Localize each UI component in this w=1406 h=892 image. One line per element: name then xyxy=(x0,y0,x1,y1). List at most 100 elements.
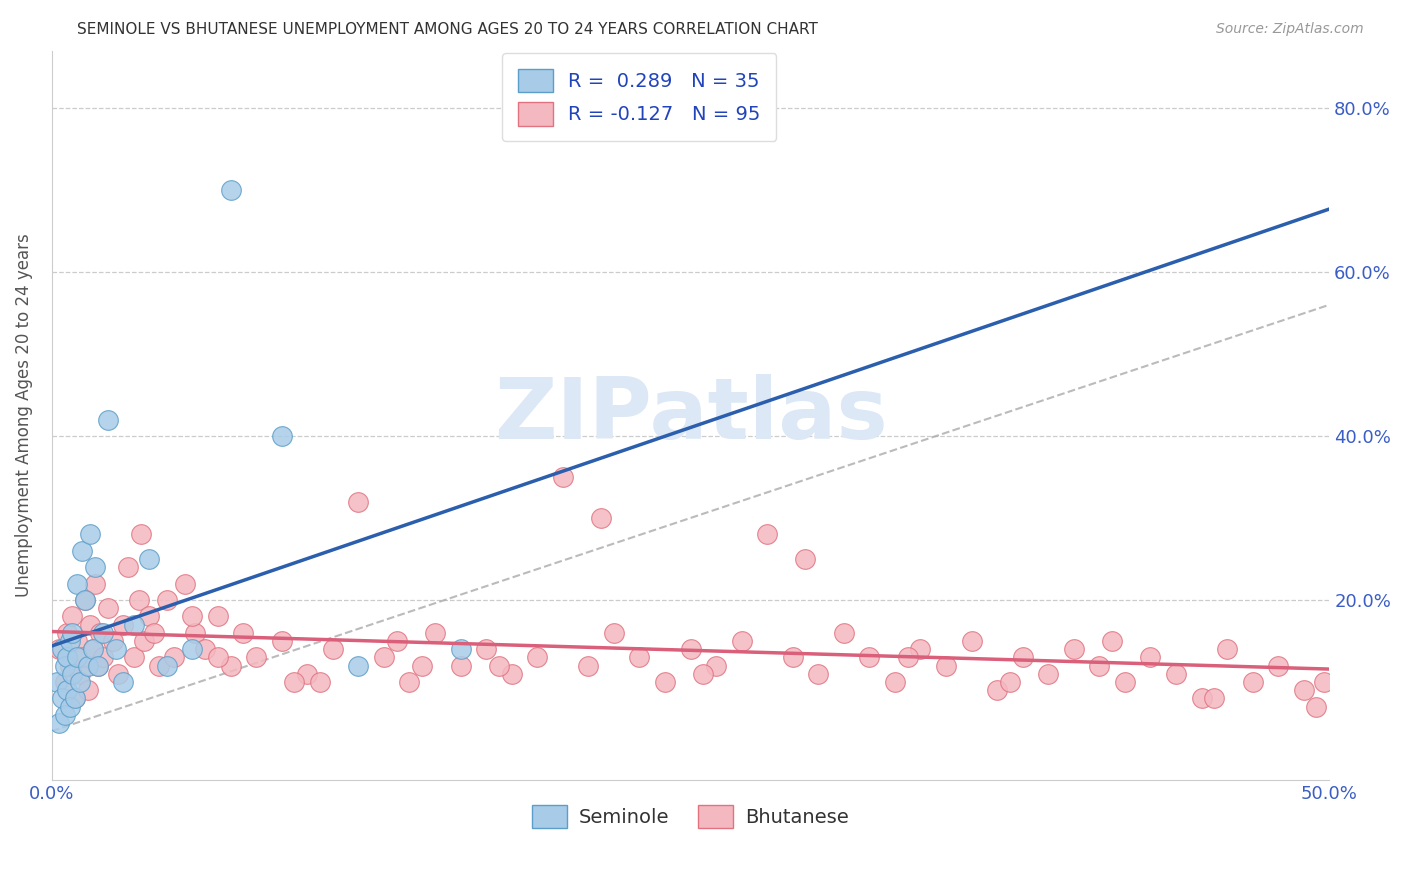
Point xyxy=(51,642,73,657)
Point xyxy=(107,666,129,681)
Point xyxy=(51,691,73,706)
Point xyxy=(1267,658,1289,673)
Point xyxy=(79,527,101,541)
Point xyxy=(219,658,242,673)
Point xyxy=(794,552,817,566)
Point xyxy=(82,642,104,657)
Point xyxy=(858,650,880,665)
Point xyxy=(207,609,229,624)
Point xyxy=(1088,658,1111,673)
Point xyxy=(79,617,101,632)
Point xyxy=(48,642,70,657)
Point xyxy=(245,650,267,665)
Legend: Seminole, Bhutanese: Seminole, Bhutanese xyxy=(524,797,856,837)
Point xyxy=(679,642,702,657)
Point xyxy=(1063,642,1085,657)
Point xyxy=(101,634,124,648)
Point xyxy=(84,576,107,591)
Point xyxy=(132,634,155,648)
Point xyxy=(501,666,523,681)
Point xyxy=(184,625,207,640)
Point xyxy=(56,650,79,665)
Point xyxy=(297,666,319,681)
Point xyxy=(59,699,82,714)
Point xyxy=(756,527,779,541)
Point xyxy=(1292,683,1315,698)
Point xyxy=(112,674,135,689)
Point xyxy=(53,674,76,689)
Point xyxy=(181,642,204,657)
Point xyxy=(156,593,179,607)
Point xyxy=(142,625,165,640)
Text: SEMINOLE VS BHUTANESE UNEMPLOYMENT AMONG AGES 20 TO 24 YEARS CORRELATION CHART: SEMINOLE VS BHUTANESE UNEMPLOYMENT AMONG… xyxy=(77,22,818,37)
Point xyxy=(628,650,651,665)
Point xyxy=(138,609,160,624)
Point xyxy=(181,609,204,624)
Point xyxy=(89,625,111,640)
Point xyxy=(56,683,79,698)
Point xyxy=(322,642,344,657)
Point xyxy=(122,617,145,632)
Point xyxy=(897,650,920,665)
Point xyxy=(411,658,433,673)
Point xyxy=(551,470,574,484)
Point xyxy=(53,658,76,673)
Point xyxy=(128,593,150,607)
Point xyxy=(73,593,96,607)
Point xyxy=(207,650,229,665)
Point xyxy=(117,560,139,574)
Point xyxy=(576,658,599,673)
Point xyxy=(935,658,957,673)
Point xyxy=(1191,691,1213,706)
Point xyxy=(60,625,83,640)
Point xyxy=(72,650,94,665)
Point xyxy=(56,625,79,640)
Point xyxy=(832,625,855,640)
Point xyxy=(692,666,714,681)
Point xyxy=(232,625,254,640)
Point xyxy=(1139,650,1161,665)
Point xyxy=(475,642,498,657)
Point xyxy=(385,634,408,648)
Point xyxy=(66,650,89,665)
Point xyxy=(910,642,932,657)
Point xyxy=(986,683,1008,698)
Point xyxy=(654,674,676,689)
Point xyxy=(1114,674,1136,689)
Point xyxy=(66,576,89,591)
Point xyxy=(270,634,292,648)
Point xyxy=(807,666,830,681)
Point xyxy=(148,658,170,673)
Point xyxy=(883,674,905,689)
Point xyxy=(66,634,89,648)
Point xyxy=(163,650,186,665)
Point xyxy=(87,658,110,673)
Point xyxy=(63,691,86,706)
Point xyxy=(122,650,145,665)
Point xyxy=(76,683,98,698)
Point xyxy=(219,183,242,197)
Point xyxy=(1101,634,1123,648)
Point xyxy=(48,715,70,730)
Point xyxy=(104,642,127,657)
Point xyxy=(998,674,1021,689)
Text: Source: ZipAtlas.com: Source: ZipAtlas.com xyxy=(1216,22,1364,37)
Point xyxy=(347,658,370,673)
Point xyxy=(76,658,98,673)
Point xyxy=(450,658,472,673)
Point xyxy=(373,650,395,665)
Point xyxy=(194,642,217,657)
Point xyxy=(156,658,179,673)
Point xyxy=(1313,674,1336,689)
Point xyxy=(129,527,152,541)
Y-axis label: Unemployment Among Ages 20 to 24 years: Unemployment Among Ages 20 to 24 years xyxy=(15,234,32,598)
Text: ZIPatlas: ZIPatlas xyxy=(494,374,887,457)
Point xyxy=(423,625,446,640)
Point xyxy=(704,658,727,673)
Point xyxy=(270,429,292,443)
Point xyxy=(97,601,120,615)
Point xyxy=(1011,650,1033,665)
Point xyxy=(91,625,114,640)
Point xyxy=(398,674,420,689)
Point xyxy=(1305,699,1327,714)
